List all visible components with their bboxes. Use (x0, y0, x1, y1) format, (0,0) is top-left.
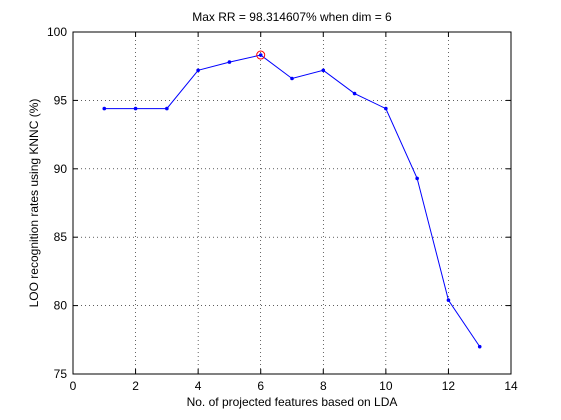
x-tick-label: 0 (70, 379, 77, 393)
data-point (165, 106, 169, 111)
x-axis-label: No. of projected features based on LDA (187, 395, 398, 409)
y-tick-label: 85 (54, 230, 68, 244)
y-tick-label: 95 (54, 93, 68, 107)
x-tick-label: 8 (320, 379, 327, 393)
axis-ticks: 0 2 4 6 8 10 12 14 75 80 85 90 95 100 (47, 25, 518, 393)
data-point (258, 53, 263, 57)
x-tick-label: 12 (442, 379, 456, 393)
y-tick-label: 75 (54, 367, 68, 381)
max-point-marker (256, 50, 266, 60)
chart-title: Max RR = 98.314607% when dim = 6 (192, 10, 392, 24)
data-point (290, 76, 294, 81)
x-tick-label: 2 (132, 379, 139, 393)
plot-area (72, 31, 512, 375)
data-point (384, 106, 388, 111)
y-tick-label: 100 (47, 25, 67, 39)
gridlines (73, 32, 511, 374)
series-markers (102, 53, 482, 349)
data-point (102, 106, 107, 111)
x-tick-label: 10 (379, 379, 393, 393)
data-point (415, 176, 419, 181)
data-point (446, 298, 451, 302)
data-point (477, 344, 482, 349)
x-tick-label: 4 (195, 379, 202, 393)
y-tick-label: 80 (54, 299, 68, 313)
max-highlight (256, 50, 266, 60)
data-point (321, 68, 326, 73)
y-axis-label: LOO recognition rates using KNNC (%) (27, 99, 41, 308)
x-tick-label: 6 (257, 379, 264, 393)
data-point (227, 60, 232, 64)
x-tick-label: 14 (504, 379, 518, 393)
data-point (133, 106, 138, 111)
data-point (196, 68, 200, 73)
data-point (352, 91, 357, 96)
y-tick-label: 90 (54, 162, 68, 176)
